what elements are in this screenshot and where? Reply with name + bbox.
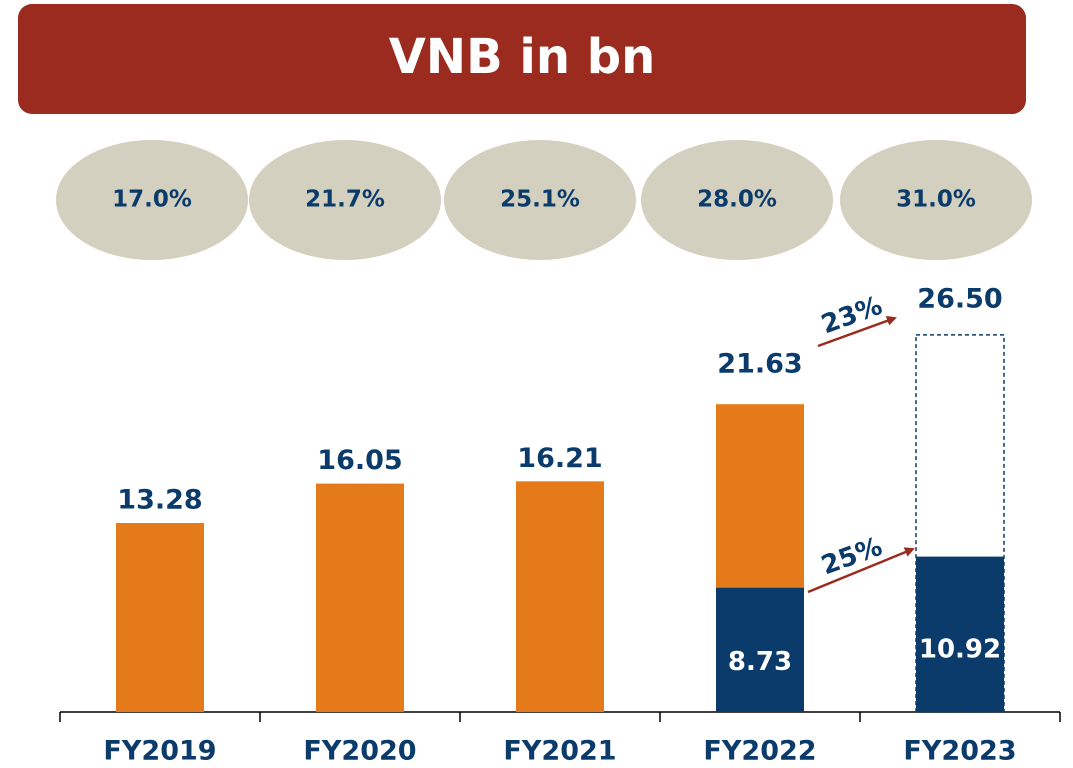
ratio-bubble (56, 140, 248, 260)
ratio-bubble (641, 140, 833, 260)
ratio-label: 21.7% (305, 187, 385, 213)
chart-title: VNB in bn (389, 29, 655, 85)
bar (516, 481, 604, 712)
ratio-label: 17.0% (112, 187, 192, 213)
ratio-bubble (249, 140, 441, 260)
x-tick-label: FY2022 (703, 736, 816, 767)
value-label: 16.21 (517, 443, 602, 474)
x-tick-label: FY2021 (503, 736, 616, 767)
growth-arrow (807, 547, 915, 594)
value-label: 8.73 (728, 647, 792, 677)
ratio-label: 25.1% (500, 187, 580, 213)
growth-arrow (817, 316, 897, 348)
x-tick-label: FY2020 (303, 736, 416, 767)
bar (316, 483, 404, 712)
title-banner (18, 4, 1026, 114)
bar (916, 556, 1004, 712)
bar (716, 587, 804, 712)
bar (116, 523, 204, 712)
value-label: 13.28 (117, 485, 202, 516)
value-label: 16.05 (317, 445, 402, 476)
ratio-label: 28.0% (697, 187, 777, 213)
bar (915, 334, 1005, 713)
value-label: 21.63 (717, 349, 802, 380)
value-label: 26.50 (917, 283, 1002, 314)
x-tick-label: FY2023 (903, 736, 1016, 767)
x-tick-label: FY2019 (103, 736, 216, 767)
ratio-label: 31.0% (896, 187, 976, 213)
ratio-bubble (444, 140, 636, 260)
ratio-bubble (840, 140, 1032, 260)
value-label: 10.92 (919, 634, 1001, 664)
